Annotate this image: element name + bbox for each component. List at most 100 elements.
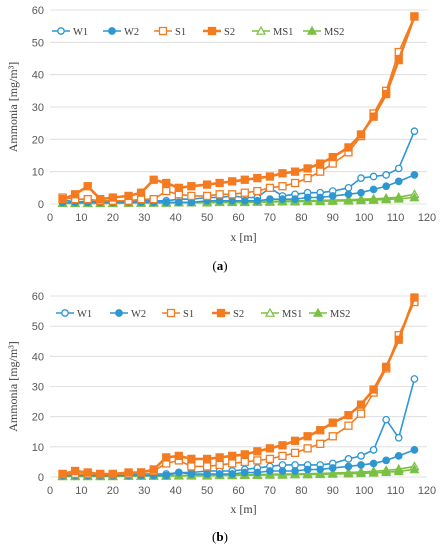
series-line (62, 378, 416, 477)
legend-item: MS1 (261, 307, 302, 320)
data-point (203, 470, 211, 478)
legend-label: MS2 (324, 27, 344, 38)
data-point (265, 454, 275, 464)
x-tick-label: 0 (47, 485, 53, 497)
data-point (162, 453, 171, 462)
data-point (228, 470, 237, 478)
y-tick-label: 50 (32, 321, 44, 333)
data-point (70, 466, 80, 476)
data-point (328, 432, 337, 441)
data-point (202, 191, 212, 201)
x-tick-label: 120 (418, 212, 436, 224)
x-axis-label: x [m] (230, 502, 256, 516)
data-point (187, 198, 196, 207)
data-point (316, 167, 325, 176)
data-point (215, 190, 224, 199)
series-s2 (58, 293, 419, 479)
y-tick-label: 30 (32, 102, 44, 114)
y-tick-label: 50 (32, 37, 44, 49)
data-point (149, 194, 158, 204)
data-point (290, 436, 300, 445)
caption-letter: b (216, 529, 223, 544)
data-point (96, 194, 105, 204)
data-point (265, 172, 275, 181)
legend-marker (306, 25, 318, 35)
legend-item: MS1 (252, 25, 293, 38)
data-point (344, 143, 353, 152)
data-point (108, 193, 117, 202)
data-point (228, 196, 237, 205)
x-tick-label: 10 (75, 485, 87, 497)
series-line (62, 297, 416, 476)
legend-item: S1 (162, 308, 194, 320)
data-point (291, 467, 299, 475)
data-point (253, 456, 262, 465)
data-point (278, 182, 287, 191)
data-point (303, 173, 312, 183)
y-tick-label: 40 (32, 351, 44, 363)
y-tick-label: 0 (38, 472, 44, 484)
series-line (62, 301, 416, 475)
y-tick-label: 20 (32, 412, 44, 424)
x-tick-label: 20 (107, 212, 119, 224)
data-point (316, 439, 325, 448)
data-point (202, 454, 212, 464)
x-tick-label: 100 (355, 485, 373, 497)
data-point (240, 457, 249, 467)
data-point (187, 470, 196, 478)
legend-marker (158, 26, 168, 36)
data-point (215, 460, 224, 470)
data-point (174, 183, 183, 192)
data-point (187, 462, 196, 471)
data-point (344, 411, 353, 420)
data-point (344, 462, 353, 471)
data-point (302, 469, 313, 479)
data-point (70, 190, 80, 199)
data-point (215, 470, 224, 478)
data-point (316, 465, 325, 474)
data-point (410, 293, 419, 302)
data-point (187, 182, 196, 191)
data-point (253, 468, 262, 477)
data-point (58, 194, 67, 204)
data-point (328, 464, 337, 472)
y-tick-label: 60 (32, 291, 44, 303)
data-point (58, 469, 67, 479)
caption-letter: a (217, 258, 224, 273)
data-point (162, 178, 171, 188)
x-tick-label: 0 (47, 212, 53, 224)
series-s1 (58, 12, 419, 205)
data-point (315, 469, 326, 479)
data-point (187, 191, 196, 201)
data-point (290, 167, 300, 176)
data-point (410, 171, 419, 179)
data-point (409, 192, 420, 202)
y-tick-label: 30 (32, 382, 44, 394)
data-point (328, 418, 337, 427)
x-tick-label: 50 (201, 212, 213, 224)
legend-label: S2 (224, 27, 235, 38)
chart-a: 0 10 20 30 40 50 60 0 10 20 30 40 50 60 70 80 90 100 110 12… (6, 5, 436, 273)
data-point (409, 464, 420, 474)
data-point (328, 152, 337, 162)
legend-marker (108, 27, 116, 35)
data-point (303, 193, 312, 202)
x-tick-label: 120 (418, 485, 436, 497)
series-s2 (58, 12, 419, 204)
data-point (393, 466, 404, 476)
data-point (382, 89, 391, 99)
data-point (136, 188, 146, 197)
data-point (265, 444, 275, 453)
x-tick-label: 10 (75, 212, 87, 224)
data-point (344, 421, 353, 430)
data-point (228, 177, 237, 186)
legend-marker (255, 25, 267, 35)
data-point (344, 455, 353, 463)
data-point (265, 183, 275, 192)
legend-label: S1 (175, 27, 186, 38)
legend-marker (216, 308, 226, 318)
legend-item: W2 (103, 27, 139, 38)
data-point (369, 385, 378, 394)
data-point (253, 447, 262, 456)
data-point (215, 178, 224, 188)
